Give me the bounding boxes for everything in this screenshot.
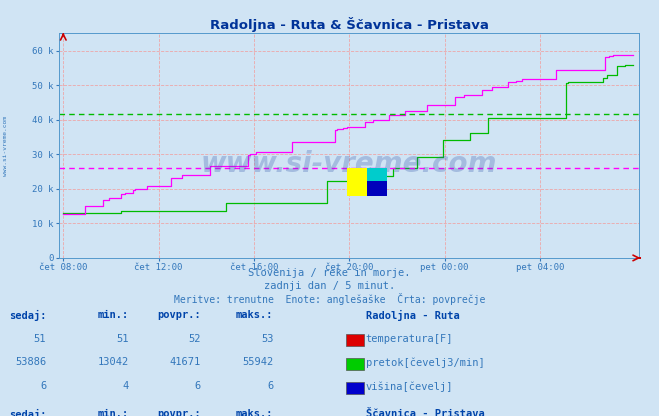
Bar [367,181,387,196]
Text: Ščavnica - Pristava: Ščavnica - Pristava [366,409,484,416]
Text: 53886: 53886 [15,357,46,367]
Text: Radoljna - Ruta: Radoljna - Ruta [366,310,459,321]
Text: 13042: 13042 [98,357,129,367]
Text: min.:: min.: [98,310,129,320]
Text: 41671: 41671 [170,357,201,367]
Text: 55942: 55942 [243,357,273,367]
Text: sedaj:: sedaj: [9,310,46,321]
Text: 53: 53 [261,334,273,344]
Bar [347,168,367,196]
Text: temperatura[F]: temperatura[F] [366,334,453,344]
Text: 6: 6 [40,381,46,391]
Text: 51: 51 [34,334,46,344]
Text: min.:: min.: [98,409,129,416]
Text: povpr.:: povpr.: [158,409,201,416]
Text: maks.:: maks.: [236,310,273,320]
Text: sedaj:: sedaj: [9,409,46,416]
Text: povpr.:: povpr.: [158,310,201,320]
Text: www.si-vreme.com: www.si-vreme.com [201,150,498,178]
Text: www.si-vreme.com: www.si-vreme.com [3,116,8,176]
Text: višina[čevelj]: višina[čevelj] [366,381,453,391]
Text: 4: 4 [123,381,129,391]
Bar [367,168,387,185]
Text: pretok[čevelj3/min]: pretok[čevelj3/min] [366,357,484,368]
Text: 51: 51 [116,334,129,344]
Title: Radoljna - Ruta & Ščavnica - Pristava: Radoljna - Ruta & Ščavnica - Pristava [210,17,489,32]
Text: Slovenija / reke in morje.: Slovenija / reke in morje. [248,268,411,278]
Text: 52: 52 [188,334,201,344]
Text: 6: 6 [195,381,201,391]
Text: Meritve: trenutne  Enote: anglešaške  Črta: povprečje: Meritve: trenutne Enote: anglešaške Črta… [174,293,485,305]
Text: 6: 6 [268,381,273,391]
Text: zadnji dan / 5 minut.: zadnji dan / 5 minut. [264,281,395,291]
Text: maks.:: maks.: [236,409,273,416]
